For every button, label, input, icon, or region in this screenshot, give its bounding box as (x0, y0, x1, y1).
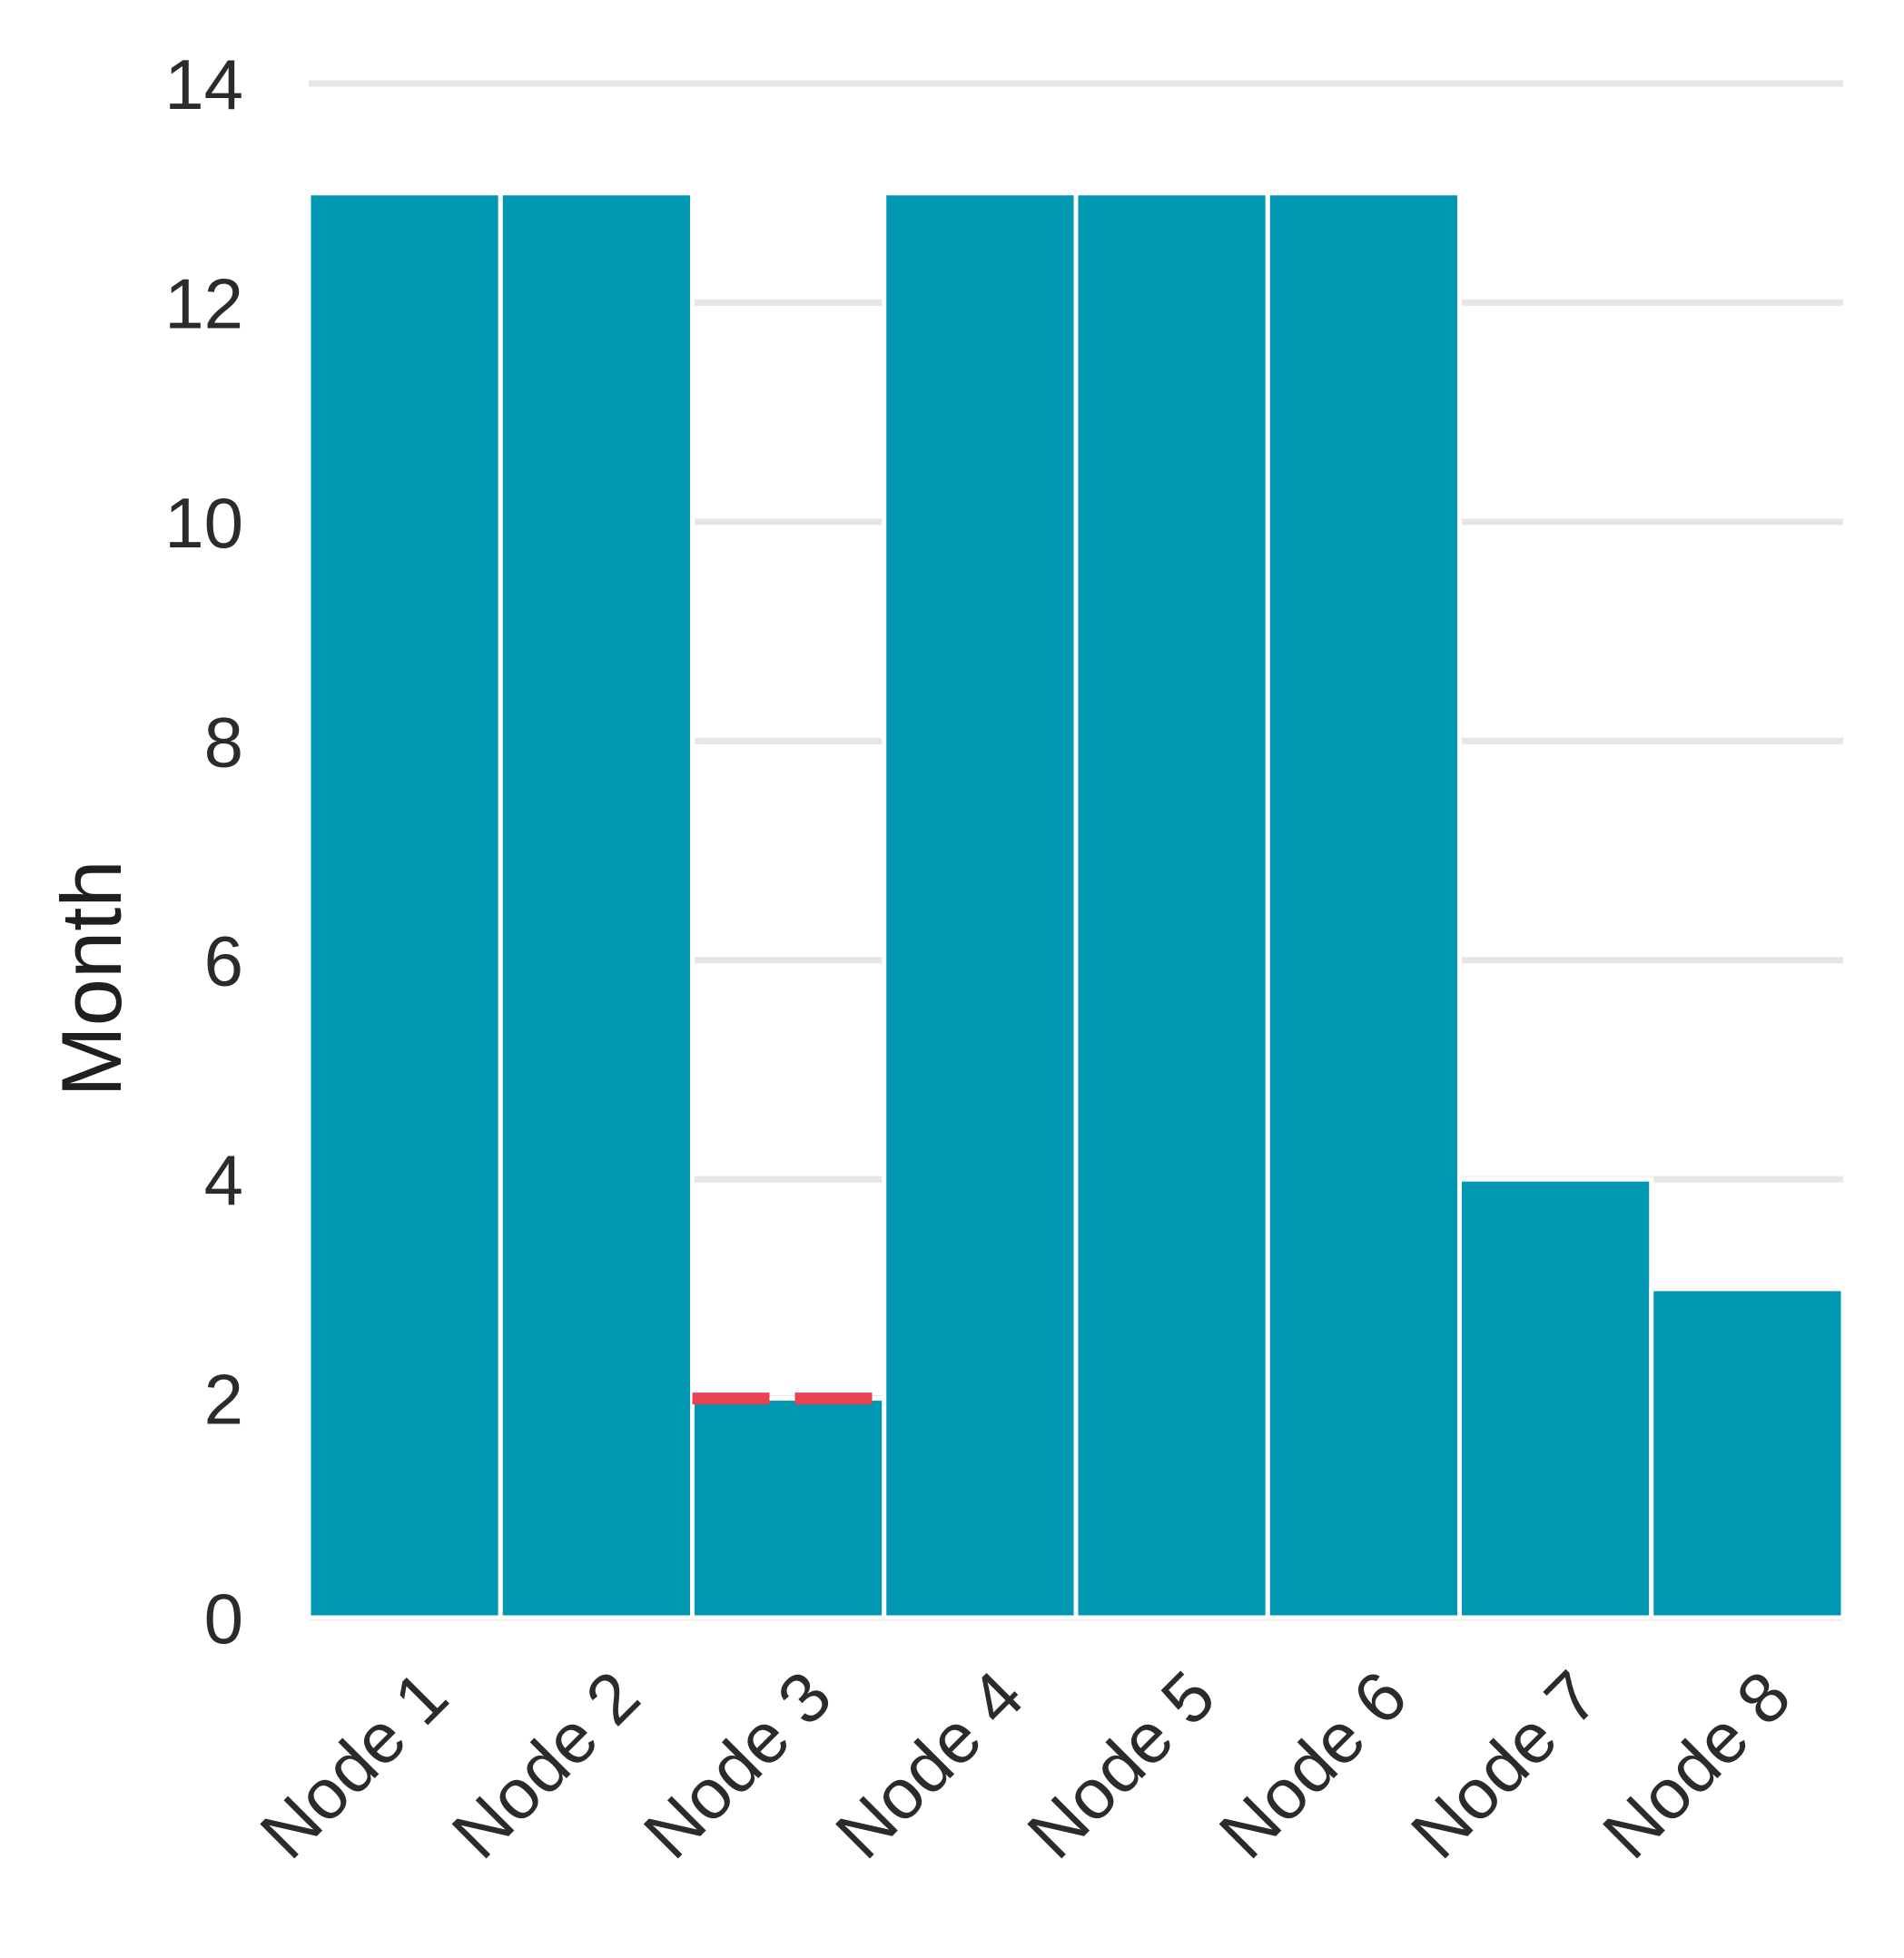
x-tick-label: Node 8 (1587, 1656, 1805, 1874)
y-tick-label: 2 (204, 1360, 243, 1440)
y-tick-label: 8 (204, 702, 243, 782)
x-tick-label: Node 7 (1396, 1656, 1613, 1874)
y-axis-ticks: 0 2 4 6 8 10 12 14 (164, 44, 243, 1658)
bar-node-2 (498, 191, 695, 1620)
x-tick-label: Node 3 (628, 1656, 846, 1874)
bar-node-7 (1457, 1176, 1654, 1620)
bar-node-1 (306, 191, 503, 1620)
y-tick-label: 12 (164, 263, 243, 343)
bar-node-8 (1649, 1286, 1846, 1620)
bars (306, 191, 1846, 1620)
x-tick-label: Node 6 (1204, 1656, 1422, 1874)
bar-node-5 (1073, 191, 1270, 1620)
y-tick-label: 4 (204, 1140, 243, 1220)
y-tick-label: 0 (204, 1579, 243, 1658)
y-tick-label: 10 (164, 483, 243, 563)
bar-node-3 (690, 1396, 887, 1620)
bar-node-4 (882, 191, 1079, 1620)
x-tick-label: Node 5 (1012, 1656, 1230, 1874)
y-axis-label: Month (44, 860, 139, 1097)
y-tick-label: 6 (204, 921, 243, 1001)
x-tick-label: Node 1 (245, 1656, 463, 1874)
y-tick-label: 14 (164, 44, 243, 124)
x-tick-label: Node 2 (437, 1656, 655, 1874)
x-tick-label: Node 4 (820, 1656, 1038, 1874)
bar-node-6 (1265, 191, 1462, 1620)
